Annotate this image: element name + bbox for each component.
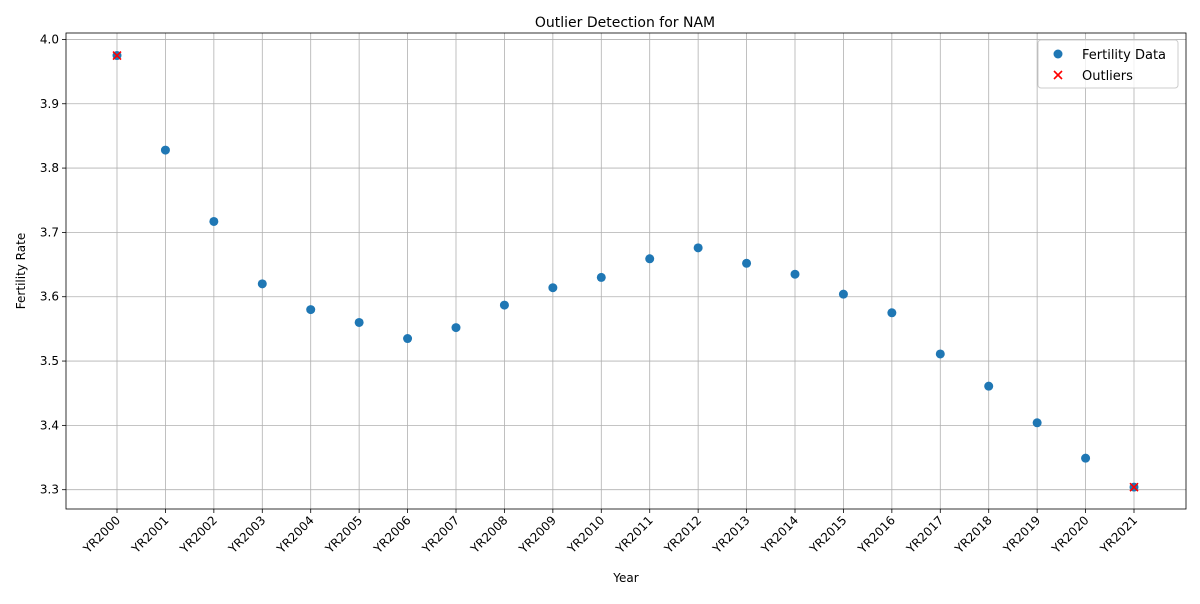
data-point xyxy=(499,300,509,310)
data-point xyxy=(984,381,994,391)
data-point xyxy=(1032,418,1042,428)
data-point xyxy=(645,254,655,264)
data-point xyxy=(209,216,219,226)
data-point xyxy=(596,272,606,282)
legend-box xyxy=(1037,39,1179,89)
y-tick-label: 3.5 xyxy=(40,354,59,368)
plot-frame xyxy=(65,32,1187,510)
y-axis-label: Fertility Rate xyxy=(14,233,28,309)
y-tick-label: 3.7 xyxy=(40,225,59,239)
x-axis-label: Year xyxy=(612,571,638,585)
y-tick-label: 3.8 xyxy=(40,161,59,175)
data-point xyxy=(838,289,848,299)
outlier-points xyxy=(112,50,1139,492)
data-point xyxy=(403,334,413,344)
outlier-marker xyxy=(1129,482,1139,492)
data-point xyxy=(935,349,945,359)
y-tick-label: 3.3 xyxy=(40,483,59,497)
y-tick-label: 3.6 xyxy=(40,290,59,304)
data-point xyxy=(790,269,800,279)
chart-title: Outlier Detection for NAM xyxy=(535,15,715,31)
legend-outlier-marker xyxy=(1053,70,1063,80)
legend: Fertility Data Outliers xyxy=(1037,39,1179,89)
data-point xyxy=(160,145,170,155)
y-tick-label: 3.9 xyxy=(40,97,59,111)
data-point xyxy=(887,308,897,318)
data-point xyxy=(742,258,752,268)
grid xyxy=(66,33,1186,509)
legend-fertility-label: Fertility Data xyxy=(1082,48,1166,63)
data-point xyxy=(693,243,703,253)
data-point xyxy=(451,323,461,333)
y-tick-label: 3.4 xyxy=(40,418,59,432)
outlier-stroke xyxy=(1129,482,1139,492)
data-point xyxy=(354,317,364,327)
data-point xyxy=(548,283,558,293)
data-point xyxy=(306,305,316,315)
outlier-stroke xyxy=(112,50,122,61)
outlier-marker xyxy=(112,50,122,61)
legend-fertility-marker xyxy=(1053,49,1063,59)
data-point xyxy=(257,279,267,289)
y-tick-label: 4.0 xyxy=(40,32,59,46)
legend-outlier-label: Outliers xyxy=(1082,69,1133,84)
data-point xyxy=(1081,453,1091,463)
